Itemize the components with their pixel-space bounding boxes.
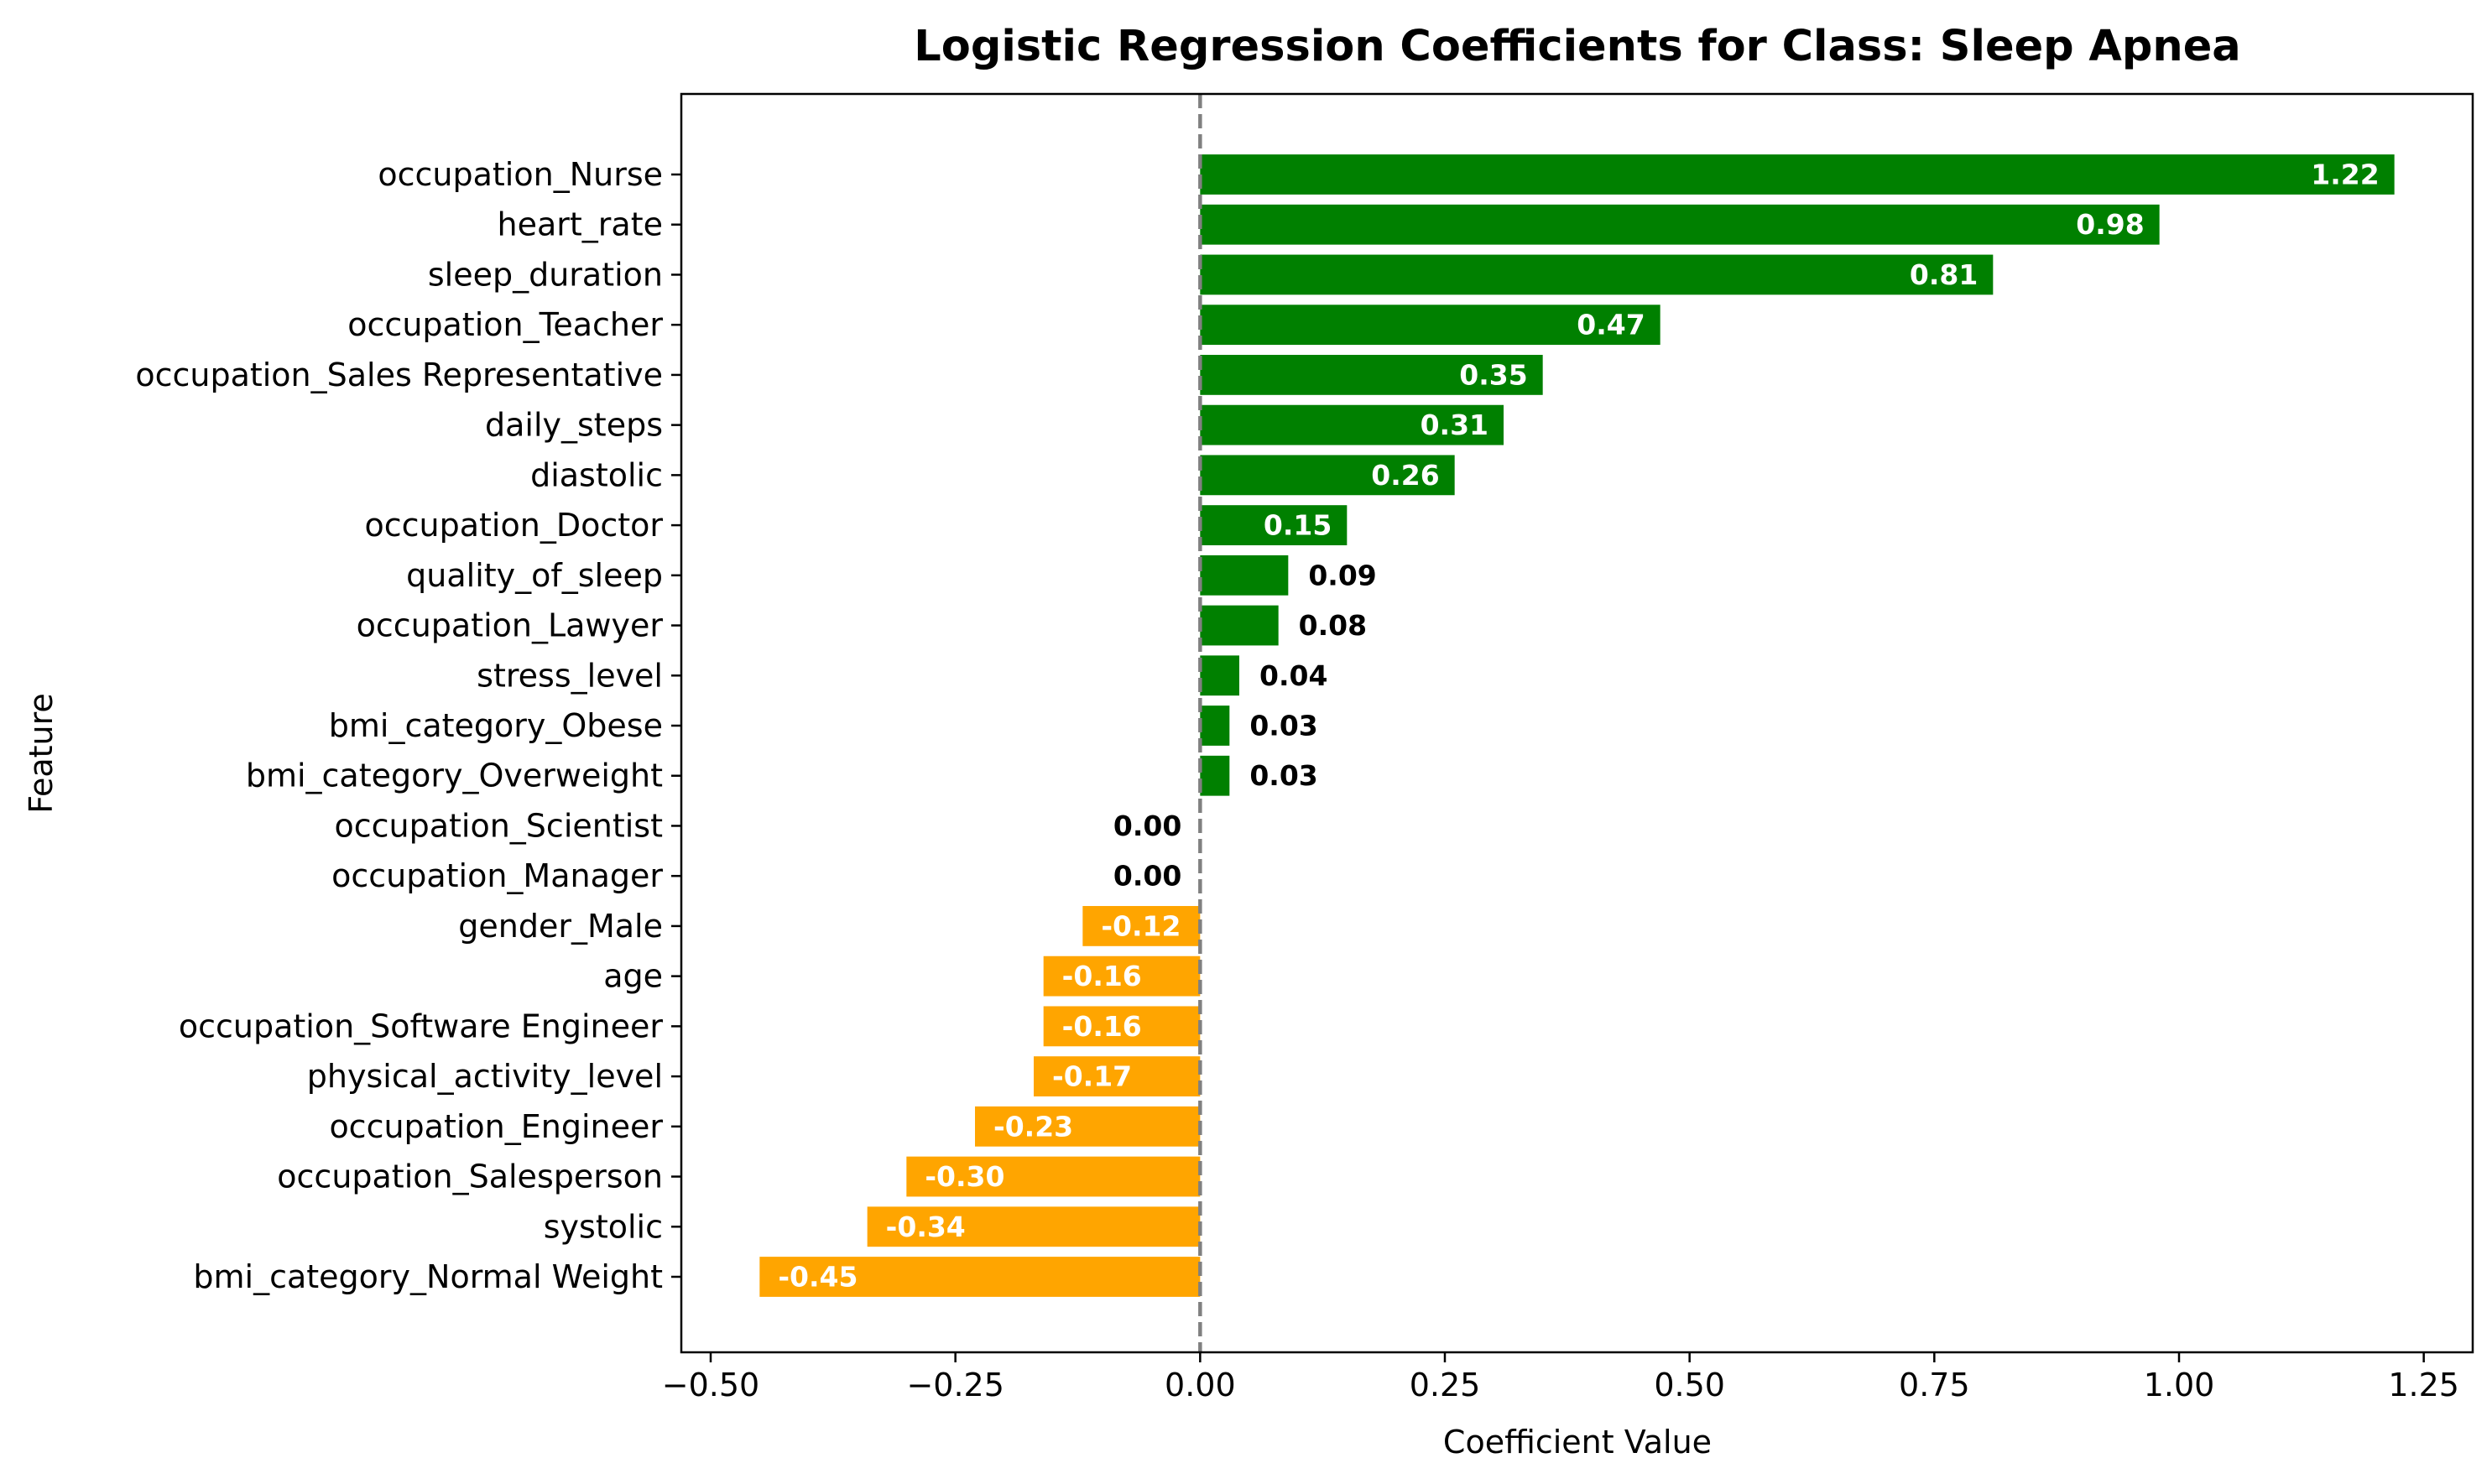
- value-label-occupation_Engineer: -0.23: [993, 1110, 1073, 1143]
- value-label-daily_steps: 0.31: [1421, 409, 1488, 441]
- bar-bmi_category_Normal Weight: [759, 1257, 1201, 1297]
- x-axis-label: Coefficient Value: [1443, 1424, 1712, 1461]
- x-tick-label: 0.75: [1899, 1367, 1970, 1403]
- bar-sleep_duration: [1200, 254, 1994, 295]
- y-tick-label: occupation_Software Engineer: [179, 1008, 664, 1044]
- x-tick-label: −0.50: [662, 1367, 759, 1403]
- value-labels: 1.22 0.98 0.81 0.47 0.35 0.31 0.26 0.15 0.09 0.08…: [778, 159, 2379, 1294]
- value-label-occupation_Lawyer: 0.08: [1299, 609, 1367, 642]
- bar-occupation_Doctor: [1200, 505, 1348, 545]
- value-label-occupation_Scientist: 0.00: [1113, 810, 1181, 842]
- y-axis-label: Feature: [23, 693, 60, 814]
- value-label-heart_rate: 0.98: [2076, 208, 2144, 241]
- bar-quality_of_sleep: [1200, 555, 1289, 596]
- bar-diastolic: [1200, 455, 1455, 496]
- value-label-occupation_Software Engineer: -0.16: [1062, 1010, 1142, 1043]
- bar-occupation_Lawyer: [1200, 605, 1279, 646]
- plot-frame: [680, 92, 2474, 1354]
- y-tick-label: stress_level: [477, 657, 663, 694]
- y-tick-label: occupation_Scientist: [334, 807, 663, 844]
- y-tick-label: occupation_Engineer: [329, 1108, 663, 1145]
- value-label-bmi_category_Obese: 0.03: [1249, 710, 1317, 742]
- x-tick-label: 1.00: [2144, 1367, 2215, 1403]
- bar-occupation_Engineer: [975, 1106, 1201, 1147]
- y-tick-label: occupation_Manager: [331, 857, 663, 894]
- bars: [759, 154, 2395, 1297]
- y-tick-label: occupation_Teacher: [347, 306, 663, 343]
- bar-occupation_Nurse: [1200, 154, 2395, 195]
- y-axis: occupation_Nurse heart_rate sleep_duration…: [135, 156, 681, 1295]
- bar-occupation_Salesperson: [906, 1156, 1201, 1197]
- y-tick-label: physical_activity_level: [307, 1058, 663, 1095]
- bar-heart_rate: [1200, 204, 2160, 245]
- value-label-occupation_Sales Representative: 0.35: [1459, 358, 1527, 391]
- y-tick-label: heart_rate: [498, 206, 663, 243]
- value-label-diastolic: 0.26: [1371, 459, 1439, 492]
- x-tick-label: 1.25: [2388, 1367, 2459, 1403]
- value-label-occupation_Doctor: 0.15: [1264, 509, 1332, 542]
- x-tick-label: −0.25: [906, 1367, 1004, 1403]
- bar-systolic: [867, 1206, 1201, 1247]
- y-tick-label: systolic: [544, 1208, 663, 1245]
- y-tick-label: occupation_Lawyer: [357, 607, 664, 644]
- bar-occupation_Teacher: [1200, 305, 1660, 346]
- value-label-systolic: -0.34: [886, 1211, 966, 1243]
- x-tick-label: 0.00: [1165, 1367, 1236, 1403]
- x-axis: −0.50 −0.25 0.00 0.25 0.50 0.75 1.00 1.25: [662, 1352, 2459, 1403]
- bar-bmi_category_Obese: [1200, 706, 1230, 746]
- y-tick-label: sleep_duration: [428, 256, 663, 293]
- plot-area: 1.22 0.98 0.81 0.47 0.35 0.31 0.26 0.15 0.09 0.08…: [680, 92, 2474, 1354]
- value-label-gender_Male: -0.12: [1101, 909, 1181, 942]
- y-tick-label: quality_of_sleep: [406, 557, 663, 594]
- y-tick-label: bmi_category_Overweight: [246, 758, 663, 794]
- value-label-stress_level: 0.04: [1259, 659, 1327, 692]
- value-label-physical_activity_level: -0.17: [1052, 1060, 1132, 1093]
- x-tick-label: 0.25: [1410, 1367, 1481, 1403]
- value-label-age: -0.16: [1062, 960, 1142, 992]
- bar-age: [1043, 955, 1201, 997]
- y-tick-label: occupation_Sales Representative: [135, 357, 663, 393]
- bar-occupation_Software Engineer: [1043, 1006, 1201, 1047]
- y-tick-label: daily_steps: [485, 407, 663, 444]
- value-label-occupation_Manager: 0.00: [1113, 860, 1181, 893]
- bar-bmi_category_Overweight: [1200, 755, 1230, 796]
- chart-title: Logistic Regression Coefficients for Cla…: [914, 22, 2240, 71]
- bar-daily_steps: [1200, 404, 1504, 445]
- y-tick-label: bmi_category_Obese: [329, 707, 663, 744]
- y-tick-label: bmi_category_Normal Weight: [193, 1258, 663, 1295]
- value-label-sleep_duration: 0.81: [1910, 258, 1978, 291]
- value-label-bmi_category_Overweight: 0.03: [1249, 759, 1317, 792]
- bar-stress_level: [1200, 655, 1239, 696]
- value-label-occupation_Teacher: 0.47: [1577, 309, 1645, 341]
- value-label-occupation_Salesperson: -0.30: [925, 1160, 1004, 1193]
- y-tick-label: age: [603, 958, 663, 995]
- y-tick-label: occupation_Nurse: [378, 156, 663, 193]
- bar-physical_activity_level: [1034, 1056, 1201, 1096]
- bar-occupation_Sales Representative: [1200, 355, 1543, 395]
- bar-gender_Male: [1082, 906, 1201, 946]
- value-label-occupation_Nurse: 1.22: [2311, 159, 2379, 191]
- y-tick-label: gender_Male: [458, 908, 663, 945]
- x-tick-label: 0.50: [1654, 1367, 1725, 1403]
- y-tick-label: diastolic: [530, 456, 663, 493]
- y-tick-label: occupation_Doctor: [365, 507, 664, 544]
- y-tick-label: occupation_Salesperson: [277, 1159, 663, 1195]
- value-label-quality_of_sleep: 0.09: [1308, 559, 1376, 591]
- value-label-bmi_category_Normal Weight: -0.45: [778, 1261, 858, 1294]
